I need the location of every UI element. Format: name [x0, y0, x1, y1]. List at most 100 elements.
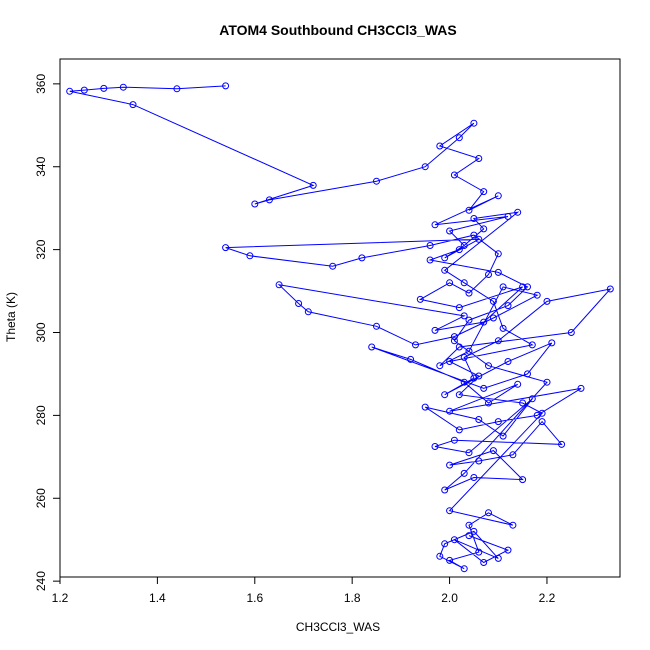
- x-tick-label: 1.4: [149, 591, 166, 605]
- data-point: [421, 163, 429, 171]
- data-point: [465, 521, 473, 529]
- data-point: [519, 476, 527, 484]
- y-tick-label: 280: [34, 405, 48, 425]
- y-tick-label: 260: [34, 488, 48, 508]
- data-point: [304, 308, 312, 316]
- data-point: [450, 337, 458, 345]
- data-point: [494, 250, 502, 258]
- data-point: [265, 196, 273, 204]
- data-point: [499, 432, 507, 440]
- data-point: [475, 372, 483, 380]
- data-point: [446, 358, 454, 365]
- data-point: [358, 254, 366, 262]
- data-point: [465, 347, 473, 355]
- y-tick-label: 300: [34, 322, 48, 342]
- data-point: [446, 556, 454, 564]
- data-point: [465, 532, 473, 540]
- data-point: [455, 391, 463, 399]
- data-point: [485, 399, 492, 407]
- data-point: [485, 362, 492, 370]
- data-point: [426, 242, 434, 249]
- data-point: [416, 295, 424, 303]
- data-point: [470, 215, 478, 222]
- data-point: [470, 474, 478, 481]
- y-tick-label: 320: [34, 239, 48, 259]
- data-point: [514, 380, 522, 388]
- data-point: [499, 324, 507, 332]
- data-point: [421, 403, 429, 411]
- data-point: [548, 339, 556, 347]
- data-point: [460, 378, 468, 386]
- data-point: [475, 235, 483, 243]
- data-point: [455, 304, 463, 312]
- data-point: [368, 343, 376, 351]
- data-point: [489, 297, 497, 305]
- x-tick-label: 1.6: [246, 591, 263, 605]
- data-point: [577, 384, 585, 392]
- plot-area-frame: [59, 58, 621, 578]
- data-point: [441, 486, 449, 494]
- data-point: [543, 378, 551, 386]
- data-point: [441, 254, 449, 262]
- data-point: [480, 384, 488, 392]
- x-axis: 1.2 1.4 1.6 1.8 2.0 2.2: [52, 577, 556, 605]
- chart-title: ATOM4 Southbound CH3CCl3_WAS: [219, 22, 456, 38]
- data-point: [295, 300, 303, 307]
- x-tick-label: 2.2: [539, 591, 556, 605]
- data-point: [519, 283, 527, 291]
- x-tick-label: 1.8: [344, 591, 361, 605]
- data-point: [80, 86, 88, 94]
- data-point: [485, 271, 492, 278]
- data-point: [499, 283, 507, 291]
- y-tick-label: 340: [34, 156, 48, 176]
- data-point: [558, 440, 566, 448]
- data-point: [504, 213, 512, 220]
- data-point: [460, 353, 468, 361]
- data-point: [509, 451, 517, 459]
- data-point: [494, 418, 502, 426]
- data-point: [222, 244, 230, 252]
- data-point: [465, 316, 473, 324]
- y-axis: 240 260 280 300 320 340 360: [34, 74, 60, 591]
- data-point: [455, 134, 463, 142]
- data-point: [373, 177, 380, 185]
- data-point: [480, 225, 488, 233]
- data-point: [494, 268, 502, 276]
- data-point: [246, 252, 254, 260]
- data-point: [475, 457, 483, 465]
- data-point: [436, 362, 444, 370]
- data-point: [460, 312, 468, 320]
- data-point: [494, 554, 502, 562]
- data-point: [460, 469, 468, 477]
- data-point: [538, 418, 546, 426]
- data-point: [426, 256, 434, 264]
- data-point: [446, 507, 454, 515]
- series-line: [69, 85, 612, 570]
- series-points: [66, 82, 614, 573]
- data-point: [475, 548, 483, 556]
- data-point: [450, 171, 458, 179]
- data-point: [173, 85, 181, 93]
- data-point: [465, 206, 473, 214]
- data-point: [524, 283, 531, 291]
- x-axis-label: CH3CCl3_WAS: [296, 620, 380, 634]
- data-point: [465, 289, 473, 297]
- data-point: [100, 84, 108, 92]
- data-point: [431, 326, 439, 334]
- data-point: [480, 559, 488, 566]
- data-point: [431, 443, 439, 450]
- data-point: [455, 343, 463, 351]
- data-point: [528, 341, 536, 349]
- data-point: [460, 279, 468, 287]
- data-point: [489, 314, 497, 322]
- x-tick-label: 1.2: [52, 591, 69, 605]
- x-tick-label: 2.0: [441, 591, 458, 605]
- data-point: [470, 119, 478, 127]
- data-point: [470, 527, 478, 535]
- data-point: [119, 83, 127, 91]
- y-tick-label: 240: [34, 571, 48, 591]
- data-point: [446, 279, 454, 287]
- data-point: [514, 208, 522, 216]
- data-point: [450, 536, 458, 544]
